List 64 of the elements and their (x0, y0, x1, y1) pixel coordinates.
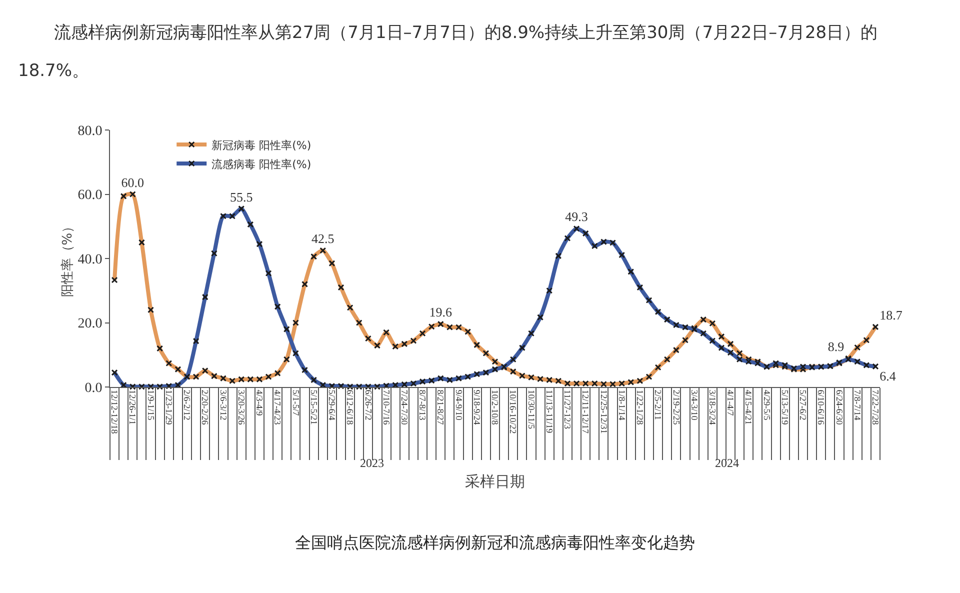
x-tick-label: 6/10-6/16 (816, 390, 826, 426)
x-tick-label: 7/10-7/16 (381, 390, 392, 426)
legend-label: 新冠病毒 阳性率(%) (212, 138, 312, 152)
data-label: 18.7 (880, 308, 903, 323)
x-tick-label: 12/12-12/18 (110, 390, 120, 434)
x-tick-label: 1/22-1/28 (635, 390, 646, 426)
x-tick-label: 10/2-10/8 (490, 390, 500, 426)
x-tick-label: 7/8-7/14 (852, 390, 862, 421)
x-tick-label: 1/9-1/15 (146, 390, 156, 421)
x-tick-label: 4/15-4/21 (744, 390, 754, 425)
x-tick-label: 5/29-6/4 (327, 390, 338, 421)
x-tick-label: 4/1-4/7 (726, 390, 736, 416)
chart-title: 流感样病例新冠病毒阳性率从第27周（7月1日–7月7日）的8.9%持续上升至第30周（7月22日–7月28日）的18.7%。 (18, 22, 879, 83)
data-label: 55.5 (230, 189, 253, 204)
text: 全国哨点医院流感样病例新冠和流感病毒阳性率变化趋势 (295, 533, 695, 552)
x-tick-label: 5/1-5/7 (290, 390, 301, 416)
data-label: 6.4 (880, 368, 896, 384)
y-tick-label: 80.0 (78, 124, 102, 139)
x-tick-label: 11/27-12/3 (562, 390, 573, 430)
data-label: 8.9 (828, 339, 844, 354)
y-tick-label: 20.0 (78, 316, 102, 332)
x-tick-label: 10/30-11/5 (526, 390, 536, 430)
x-tick-label: 6/26-7/2 (363, 390, 374, 420)
x-tick-label: 5/13-5/19 (780, 390, 790, 426)
x-tick-label: 7/24-7/30 (399, 390, 410, 426)
x-tick-label: 2/20-2/26 (200, 390, 210, 426)
x-tick-label: 3/20-3/26 (236, 390, 246, 426)
y-axis-title: 阳性率（%） (60, 220, 76, 298)
x-tick-label: 2/6-2/12 (182, 390, 192, 420)
x-tick-label: 6/12-6/18 (345, 390, 356, 426)
x-tick-label: 9/4-9/10 (454, 390, 464, 421)
x-tick-label: 8/21-8/27 (436, 390, 446, 426)
x-tick-label: 4/3-4/9 (254, 390, 265, 416)
x-tick-label: 3/6-3/12 (218, 390, 228, 420)
legend-label: 流感病毒 阳性率(%) (212, 158, 312, 171)
x-tick-label: 12/25-12/31 (598, 390, 609, 434)
x-tick-label: 6/24-6/30 (834, 390, 844, 426)
x-tick-label: 10/16-10/22 (508, 390, 518, 434)
x-tick-label: 12/11-12/17 (580, 390, 591, 434)
x-tick-label: 1/23-1/29 (164, 390, 174, 426)
x-tick-label: 1/8-1/14 (616, 390, 627, 421)
x-tick-label: 4/29-5/5 (762, 390, 772, 421)
x-tick-label: 5/27-6/2 (798, 390, 808, 420)
x-tick-label: 2/19-2/25 (671, 390, 682, 426)
y-tick-label: 40.0 (78, 252, 102, 268)
x-tick-label: 3/4-3/10 (689, 390, 700, 421)
data-label: 19.6 (429, 304, 453, 320)
x-tick-label: 5/15-5/21 (308, 390, 319, 425)
text: 2023 (360, 456, 384, 470)
data-label: 60.0 (121, 174, 144, 190)
x-tick-label: 7/22-7/28 (870, 390, 881, 426)
x-tick-label: 11/13-11/19 (544, 390, 554, 434)
text: 2024 (715, 456, 739, 470)
x-tick-label: 2/5-2/11 (653, 390, 664, 420)
x-tick-label: 9/18-9/24 (472, 390, 482, 426)
y-tick-label: 60.0 (78, 188, 102, 204)
x-tick-label: 3/18-3/24 (707, 390, 718, 426)
x-tick-label: 4/17-4/23 (272, 390, 283, 426)
x-tick-label: 12/26-1/1 (128, 390, 138, 425)
x-tick-label: 8/7-8/13 (418, 390, 428, 421)
data-label: 42.5 (312, 231, 334, 246)
y-tick-label: 0.0 (84, 380, 102, 396)
x-axis-title: 采样日期 (465, 472, 525, 490)
data-label: 49.3 (565, 209, 588, 224)
